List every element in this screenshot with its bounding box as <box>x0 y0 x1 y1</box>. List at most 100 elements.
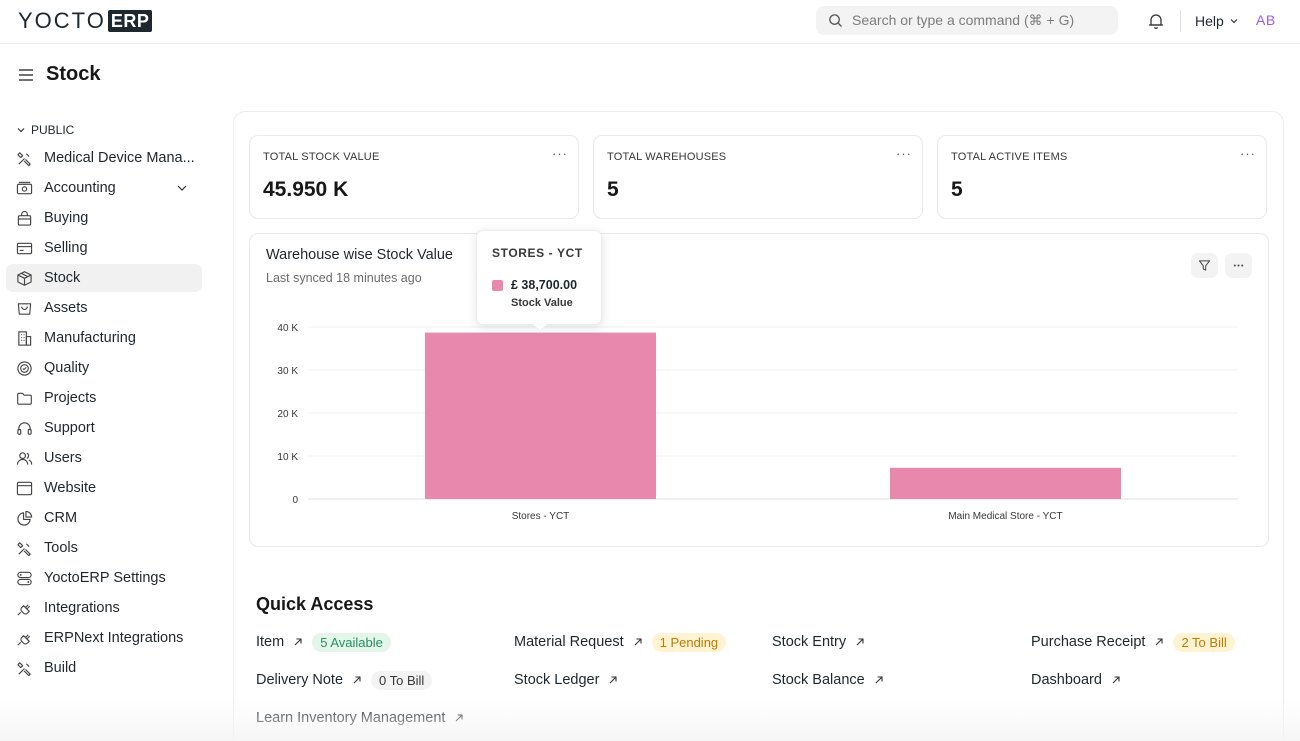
bar[interactable] <box>890 467 1121 499</box>
number-card-total-active-items[interactable]: TOTAL ACTIVE ITEMS 5 ··· <box>937 135 1267 219</box>
number-card-label: TOTAL ACTIVE ITEMS <box>951 151 1068 163</box>
sidebar-item-projects[interactable]: Projects <box>6 384 202 412</box>
tooltip-series-name: Stock Value <box>511 297 573 309</box>
sidebar-item-selling[interactable]: Selling <box>6 234 202 262</box>
sidebar-item-assets[interactable]: Assets <box>6 294 202 322</box>
sidebar-item-users[interactable]: Users <box>6 444 202 472</box>
number-card-label: TOTAL WAREHOUSES <box>607 151 727 163</box>
more-options-icon[interactable]: ··· <box>896 146 912 161</box>
bar[interactable] <box>425 332 656 499</box>
sidebar-item-quality[interactable]: Quality <box>6 354 202 382</box>
tooltip-swatch <box>492 280 503 291</box>
sidebar-item-website[interactable]: Website <box>6 474 202 502</box>
number-card-label: TOTAL STOCK VALUE <box>263 151 380 163</box>
help-label: Help <box>1195 13 1224 29</box>
sidebar-item-label: Tools <box>44 540 78 556</box>
building-icon <box>18 330 32 346</box>
number-card-total-warehouses[interactable]: TOTAL WAREHOUSES 5 ··· <box>593 135 923 219</box>
tools-icon <box>17 151 31 166</box>
status-badge: 2 To Bill <box>1173 632 1235 652</box>
browser-icon <box>16 481 33 495</box>
avatar[interactable]: AB <box>1256 12 1276 28</box>
chevron-down-icon <box>1230 19 1238 24</box>
sidebar-item-build[interactable]: Build <box>6 654 202 682</box>
pie-icon <box>17 510 33 526</box>
sidebar-item-support[interactable]: Support <box>6 414 202 442</box>
page-title: Stock <box>46 63 101 85</box>
sidebar-item-label: Users <box>44 450 82 466</box>
sidebar-item-label: Quality <box>44 360 90 376</box>
cart-icon <box>17 302 32 315</box>
status-badge: 1 Pending <box>651 632 727 652</box>
quick-link-label: Dashboard <box>1031 672 1102 688</box>
arrow-up-right-icon <box>294 638 302 646</box>
arrow-up-right-icon <box>856 638 864 646</box>
quick-link-stock-entry[interactable]: Stock Entry <box>772 631 865 653</box>
sidebar-item-label: ERPNext Integrations <box>44 630 184 646</box>
sidebar-section-public[interactable]: PUBLIC <box>16 123 74 137</box>
more-options-icon[interactable]: ··· <box>1240 146 1256 161</box>
logo-box: ERP <box>107 10 153 32</box>
sidebar-item-settings[interactable]: YoctoERP Settings <box>6 564 202 592</box>
more-options-icon[interactable]: ··· <box>552 146 568 161</box>
sidebar-item-accounting[interactable]: Accounting <box>6 174 202 202</box>
arrow-up-right-icon <box>875 676 883 684</box>
sidebar-item-manufacturing[interactable]: Manufacturing <box>6 324 202 352</box>
plug-icon <box>17 633 31 646</box>
search-placeholder: Search or type a command (⌘ + G) <box>852 12 1075 28</box>
quick-link-learn-inventory-management[interactable]: Learn Inventory Management <box>256 707 464 729</box>
tools-icon <box>17 661 31 676</box>
sidebar-toggle-icon[interactable] <box>18 68 34 82</box>
chevron-down-icon[interactable] <box>176 182 188 194</box>
arrow-up-right-icon <box>456 714 463 722</box>
x-tick-label: Main Medical Store - YCT <box>948 511 1062 522</box>
quick-link-stock-ledger[interactable]: Stock Ledger <box>514 669 618 691</box>
filter-icon <box>1198 260 1211 271</box>
search-bar[interactable]: Search or type a command (⌘ + G) <box>816 6 1118 35</box>
bar-chart: 0 10 K 20 K 30 K 40 K Stores - YCT Main Medica… <box>277 323 1238 522</box>
tooltip-title: STORES - YCT <box>492 246 583 260</box>
sidebar-item-label: Build <box>44 660 77 676</box>
arrow-up-right-icon <box>634 638 642 646</box>
sidebar-item-stock[interactable]: Stock <box>6 264 202 292</box>
sidebar-item-tools[interactable]: Tools <box>6 534 202 562</box>
app-logo[interactable]: YOCTO ERP <box>18 8 153 33</box>
sidebar-item-label: Accounting <box>44 180 116 196</box>
sidebar-item-erpnext-integrations[interactable]: ERPNext Integrations <box>6 624 202 652</box>
sidebar-item-buying[interactable]: Buying <box>6 204 202 232</box>
sidebar-item-label: Buying <box>44 210 89 226</box>
chart-more-button[interactable] <box>1225 253 1252 278</box>
quick-link-stock-balance[interactable]: Stock Balance <box>772 669 884 691</box>
sidebar-item-label: Assets <box>44 300 88 316</box>
bag-icon <box>17 210 32 226</box>
search-icon <box>829 14 842 27</box>
number-card-value: 5 <box>607 178 619 201</box>
chevron-down-icon <box>17 128 25 133</box>
help-dropdown[interactable]: Help <box>1195 13 1239 29</box>
arrow-up-right-icon <box>353 676 361 684</box>
x-tick-label: Stores - YCT <box>512 511 570 522</box>
more-options-icon <box>1233 264 1244 267</box>
quick-access-title: Quick Access <box>256 594 374 614</box>
sidebar-item-label: Stock <box>44 270 81 286</box>
quick-link-purchase-receipt[interactable]: Purchase Receipt 2 To Bill <box>1031 631 1235 653</box>
quick-link-dashboard[interactable]: Dashboard <box>1031 669 1121 691</box>
sidebar-item-crm[interactable]: CRM <box>6 504 202 532</box>
settings-icon <box>17 571 32 585</box>
badge-icon <box>17 360 32 376</box>
quick-link-delivery-note[interactable]: Delivery Note 0 To Bill <box>256 669 433 691</box>
y-tick-label: 20 K <box>277 409 298 420</box>
sidebar-item-label: Selling <box>44 240 88 256</box>
sidebar-item-medical-device[interactable]: Medical Device Mana... <box>6 144 202 172</box>
sidebar-item-integrations[interactable]: Integrations <box>6 594 202 622</box>
chart-subtitle: Last synced 18 minutes ago <box>266 271 422 285</box>
number-card-total-stock-value[interactable]: TOTAL STOCK VALUE 45.950 K ··· <box>249 135 579 219</box>
filter-button[interactable] <box>1191 253 1218 278</box>
sidebar-item-label: Website <box>44 480 97 496</box>
logo-text: YOCTO <box>18 8 106 33</box>
quick-link-material-request[interactable]: Material Request 1 Pending <box>514 631 727 653</box>
number-card-value: 45.950 K <box>263 178 349 201</box>
quick-link-item[interactable]: Item 5 Available <box>256 631 391 653</box>
navbar: YOCTO ERP Search or type a command (⌘ + … <box>0 0 1300 44</box>
bell-icon[interactable] <box>1147 12 1165 30</box>
